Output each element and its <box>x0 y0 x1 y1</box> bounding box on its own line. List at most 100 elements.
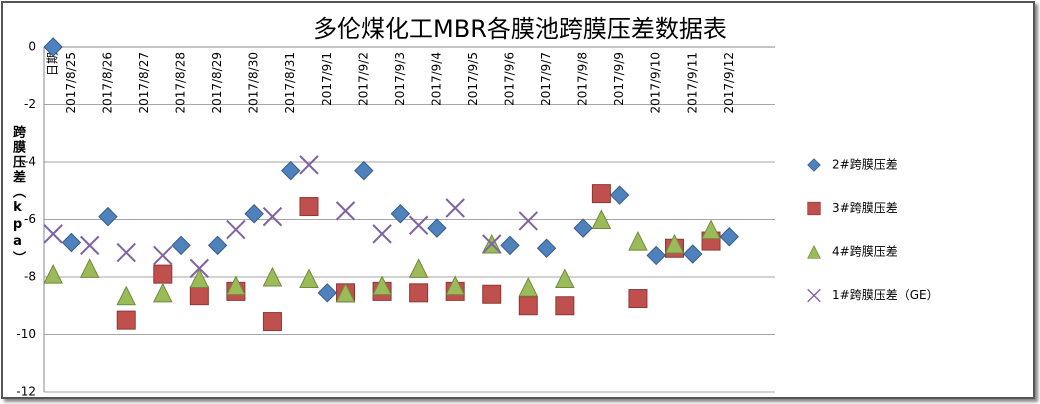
y-tick-label: -8 <box>24 270 36 284</box>
x-tick-label: 2017/8/28 <box>174 52 188 114</box>
legend-label: 3#跨膜压差 <box>832 201 898 215</box>
marker-triangle <box>262 266 283 287</box>
marker-diamond <box>427 218 447 238</box>
marker-square <box>153 264 173 284</box>
marker-triangle <box>518 276 539 297</box>
x-tick-label: 2017/9/5 <box>466 52 480 106</box>
x-tick-label: 2017/9/1 <box>320 52 334 106</box>
marker-diamond <box>207 235 228 256</box>
x-tick-label: 2017/9/4 <box>429 52 443 106</box>
x-tick-label: 2017/9/3 <box>393 52 407 106</box>
marker-triangle <box>555 268 575 288</box>
y-tick-label: 0 <box>28 40 36 54</box>
x-tick-label: 2017/9/6 <box>503 52 517 106</box>
marker-triangle <box>335 282 356 303</box>
y-tick-label: -6 <box>24 212 36 226</box>
chart-frame <box>1 1 1035 399</box>
marker-diamond <box>317 283 337 303</box>
marker-square <box>262 312 282 332</box>
x-tick-label: 2017/8/25 <box>64 52 78 114</box>
marker-diamond <box>390 204 411 224</box>
x-tick-label: 2017/9/12 <box>722 52 736 114</box>
marker-diamond <box>609 185 630 205</box>
x-tick-label: 2017/9/7 <box>539 52 553 106</box>
marker-x <box>226 219 246 240</box>
marker-square <box>189 286 209 306</box>
marker-diamond <box>683 244 703 264</box>
x-tick-label: 2017/9/11 <box>685 52 699 114</box>
legend-marker <box>807 288 821 303</box>
x-tick-label: 2017/8/31 <box>283 52 297 114</box>
legend-marker <box>807 201 821 216</box>
x-tick-label: 日期 <box>46 52 60 76</box>
x-tick-label: 2017/9/2 <box>356 52 370 106</box>
marker-x <box>445 198 465 218</box>
marker-x <box>189 258 210 279</box>
marker-square <box>518 296 538 316</box>
marker-triangle <box>79 258 100 278</box>
marker-diamond <box>573 218 593 238</box>
marker-diamond <box>244 204 264 224</box>
marker-triangle <box>664 233 685 254</box>
marker-triangle <box>445 275 465 296</box>
marker-diamond <box>98 206 118 227</box>
legend-label: 4#跨膜压差 <box>832 245 898 259</box>
marker-triangle <box>372 275 392 296</box>
marker-diamond <box>61 232 82 253</box>
legend-label: 1#跨膜压差（GE） <box>832 288 939 302</box>
y-tick-label: -12 <box>16 385 36 399</box>
marker-x <box>153 245 173 266</box>
marker-triangle <box>591 209 612 229</box>
x-tick-label: 2017/9/9 <box>612 52 626 106</box>
marker-diamond <box>43 37 63 57</box>
chart-title: 多伦煤化工MBR各膜池跨膜压差数据表 <box>313 15 727 43</box>
marker-square <box>482 284 502 304</box>
marker-triangle <box>226 275 246 296</box>
marker-diamond <box>500 235 520 256</box>
x-tick-label: 2017/9/10 <box>649 52 663 114</box>
marker-diamond <box>646 245 666 266</box>
marker-diamond <box>354 160 374 181</box>
marker-triangle <box>299 268 319 288</box>
marker-triangle <box>116 285 137 306</box>
marker-square <box>409 283 429 303</box>
y-axis-label: 跨膜压差（kpa） <box>10 125 25 266</box>
marker-triangle <box>408 258 429 278</box>
marker-diamond <box>281 160 301 181</box>
marker-triangle <box>152 282 173 303</box>
x-tick-label: 2017/8/27 <box>137 52 151 114</box>
marker-x <box>335 201 356 221</box>
legend-label: 2#跨膜压差 <box>832 158 898 172</box>
marker-diamond <box>536 238 557 258</box>
x-tick-label: 2017/9/8 <box>576 52 590 106</box>
marker-x <box>116 242 136 263</box>
marker-square <box>628 289 648 309</box>
marker-triangle <box>189 268 210 288</box>
x-tick-label: 2017/8/26 <box>100 52 114 114</box>
y-tick-label: -2 <box>24 97 36 111</box>
x-tick-label: 2017/8/30 <box>247 52 261 114</box>
marker-x <box>79 235 100 256</box>
marker-diamond <box>719 227 740 247</box>
x-tick-label: 2017/8/29 <box>210 52 224 114</box>
marker-diamond <box>171 235 191 256</box>
marker-x <box>43 224 63 244</box>
marker-square <box>116 310 136 330</box>
legend-marker <box>807 244 821 259</box>
marker-x <box>518 211 538 231</box>
marker-square <box>299 197 319 217</box>
marker-x <box>408 215 429 235</box>
marker-x <box>262 206 283 227</box>
y-tick-label: -10 <box>16 327 36 341</box>
marker-x <box>299 155 319 175</box>
marker-square <box>555 296 575 316</box>
marker-x <box>482 234 502 254</box>
marker-triangle <box>701 219 721 240</box>
marker-square <box>591 184 611 204</box>
marker-x <box>372 224 392 244</box>
marker-triangle <box>628 230 648 251</box>
marker-triangle <box>43 264 63 284</box>
legend-marker <box>807 158 821 172</box>
